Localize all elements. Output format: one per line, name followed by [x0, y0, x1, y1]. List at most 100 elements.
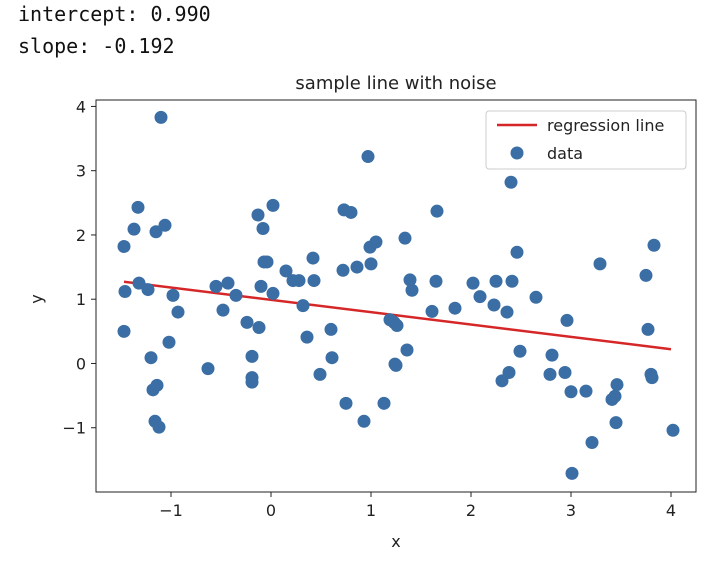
data-point: [585, 436, 599, 450]
data-point: [344, 205, 358, 219]
data-point: [171, 305, 185, 319]
data-point: [500, 305, 514, 319]
data-point: [466, 276, 480, 290]
x-tick-label: 4: [666, 501, 676, 520]
data-point: [403, 273, 417, 287]
slope-output: slope: -0.192: [18, 34, 175, 58]
data-point: [430, 204, 444, 218]
data-point: [666, 423, 680, 437]
regression-line-group: [123, 280, 672, 351]
data-point: [389, 358, 403, 372]
data-point: [292, 274, 306, 288]
data-point: [489, 274, 503, 288]
data-point: [279, 264, 293, 278]
data-point: [448, 301, 462, 315]
x-tick-label: 1: [366, 501, 376, 520]
data-point: [300, 330, 314, 344]
data-point: [610, 378, 624, 392]
data-point: [545, 348, 559, 362]
data-point: [504, 175, 518, 189]
data-point: [641, 322, 655, 336]
data-point: [158, 218, 172, 232]
data-point: [487, 298, 501, 312]
data-point: [252, 320, 266, 334]
data-point: [229, 288, 243, 302]
data-point: [201, 362, 215, 376]
data-point: [364, 257, 378, 271]
data-point: [117, 324, 131, 338]
x-tick-label: 0: [266, 501, 276, 520]
y-tick-label: 1: [76, 290, 86, 309]
data-point: [560, 313, 574, 327]
data-point: [390, 319, 404, 333]
data-point: [609, 416, 623, 430]
plot-frame: [95, 99, 697, 493]
data-point: [369, 235, 383, 249]
data-point: [502, 365, 516, 379]
data-point: [251, 208, 265, 222]
y-tick-label: 0: [76, 354, 86, 373]
data-point: [336, 263, 350, 277]
data-point: [357, 414, 371, 428]
data-point: [149, 225, 163, 239]
data-point: [361, 150, 375, 164]
y-tick-label: 4: [76, 97, 86, 116]
data-point: [543, 367, 557, 381]
data-point: [398, 231, 412, 245]
data-point: [118, 285, 132, 299]
data-point: [152, 420, 166, 434]
chart-title: sample line with noise: [295, 73, 496, 94]
data-point: [254, 279, 268, 293]
data-point: [144, 351, 158, 365]
x-tick-label: −1: [159, 501, 183, 520]
data-point: [150, 378, 164, 392]
data-point: [245, 375, 259, 389]
legend-label-regression: regression line: [547, 116, 664, 135]
x-tick-label: 3: [566, 501, 576, 520]
data-point: [608, 389, 622, 403]
data-point: [307, 274, 321, 288]
legend-dot-swatch: [510, 146, 524, 160]
data-point: [132, 276, 146, 290]
data-point: [645, 371, 659, 385]
data-point: [216, 303, 230, 317]
data-point: [339, 396, 353, 410]
intercept-output: intercept: 0.990: [18, 2, 211, 26]
data-point: [647, 238, 661, 252]
regression-line: [123, 280, 672, 351]
data-point: [513, 344, 527, 358]
data-point: [117, 240, 131, 254]
data-point: [162, 335, 176, 349]
data-point: [505, 274, 519, 288]
data-point: [256, 222, 270, 236]
data-point: [377, 396, 391, 410]
axes: −1 0 1 2 3 4 −1 0 1 2 3 4: [62, 97, 697, 520]
data-point: [529, 290, 543, 304]
data-point: [510, 245, 524, 259]
data-point: [166, 288, 180, 302]
data-point: [324, 322, 338, 336]
data-point: [565, 466, 579, 480]
legend: regression line data: [485, 110, 687, 170]
x-tick-label: 2: [466, 501, 476, 520]
y-tick-label: −1: [62, 419, 86, 438]
data-point: [154, 110, 168, 124]
data-point: [221, 276, 235, 290]
data-point: [141, 283, 155, 297]
data-point: [639, 268, 653, 282]
data-point: [405, 283, 419, 297]
data-point: [473, 290, 487, 304]
data-points: [117, 110, 680, 480]
data-point: [296, 299, 310, 313]
data-point: [131, 200, 145, 214]
data-point: [429, 274, 443, 288]
data-point: [593, 257, 607, 271]
y-tick-label: 3: [76, 162, 86, 181]
data-point: [558, 365, 572, 379]
y-axis-label: y: [27, 294, 46, 303]
data-point: [325, 351, 339, 365]
data-point: [245, 349, 259, 363]
data-point: [564, 385, 578, 399]
data-point: [240, 315, 254, 329]
data-point: [313, 367, 327, 381]
